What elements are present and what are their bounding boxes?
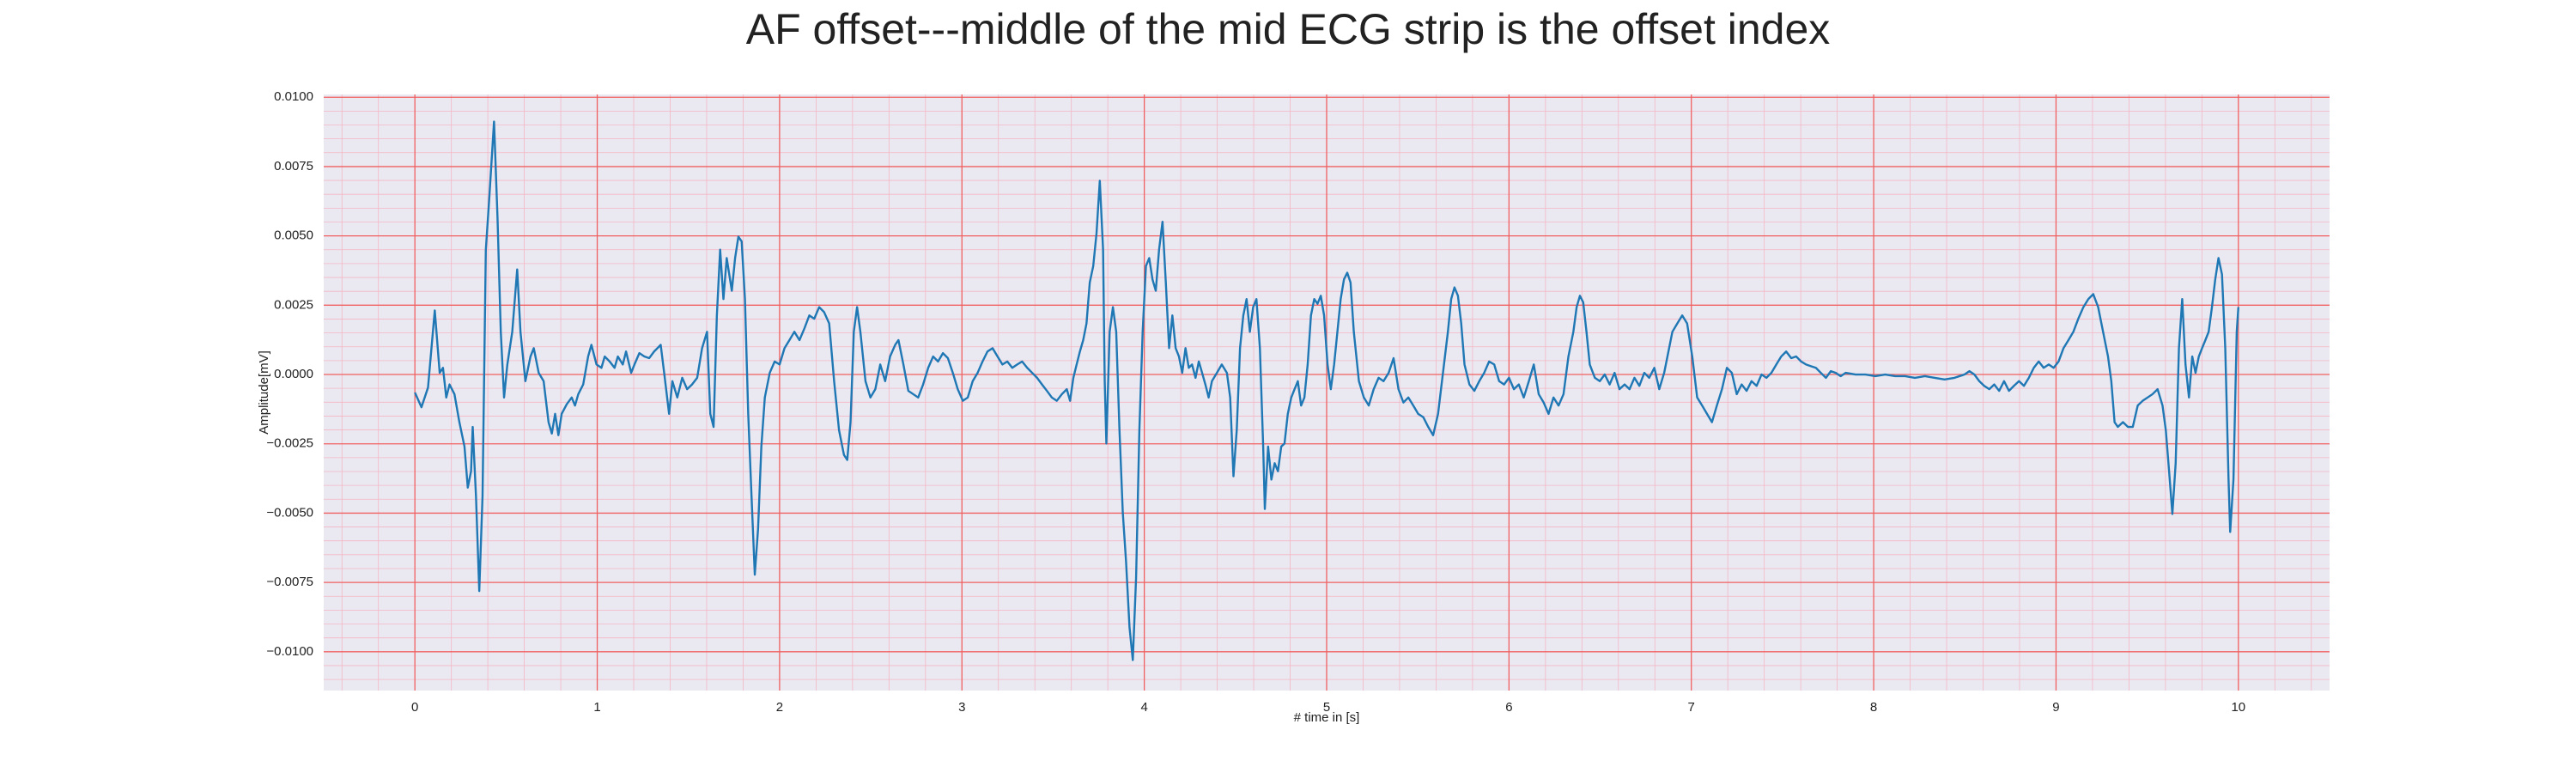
y-tick-label: 0.0025 <box>274 297 313 312</box>
x-tick-label: 9 <box>2052 700 2059 715</box>
x-axis-label: # time in [s] <box>1294 710 1360 725</box>
y-tick-label: 0.0100 <box>274 89 313 104</box>
x-tick-label: 2 <box>776 700 783 715</box>
y-tick-label: −0.0100 <box>266 644 313 659</box>
y-tick-label: 0.0075 <box>274 159 313 173</box>
y-axis-label: Amplitude[mV] <box>257 350 271 435</box>
x-tick-label: 0 <box>411 700 418 715</box>
x-tick-label: 6 <box>1505 700 1512 715</box>
x-tick-label: 4 <box>1140 700 1147 715</box>
y-tick-label: −0.0025 <box>266 436 313 451</box>
y-tick-label: 0.0050 <box>274 228 313 243</box>
x-tick-label: 7 <box>1688 700 1695 715</box>
y-tick-label: 0.0000 <box>274 367 313 381</box>
x-tick-label: 8 <box>1870 700 1877 715</box>
x-tick-label: 1 <box>593 700 600 715</box>
chart-title: AF offset---middle of the mid ECG strip … <box>746 5 1831 53</box>
y-tick-label: −0.0050 <box>266 505 313 520</box>
x-tick-label: 5 <box>1323 700 1330 715</box>
y-tick-label: −0.0075 <box>266 575 313 589</box>
ecg-line <box>414 120 2240 661</box>
x-tick-label: 10 <box>2231 700 2245 715</box>
x-tick-label: 3 <box>958 700 965 715</box>
